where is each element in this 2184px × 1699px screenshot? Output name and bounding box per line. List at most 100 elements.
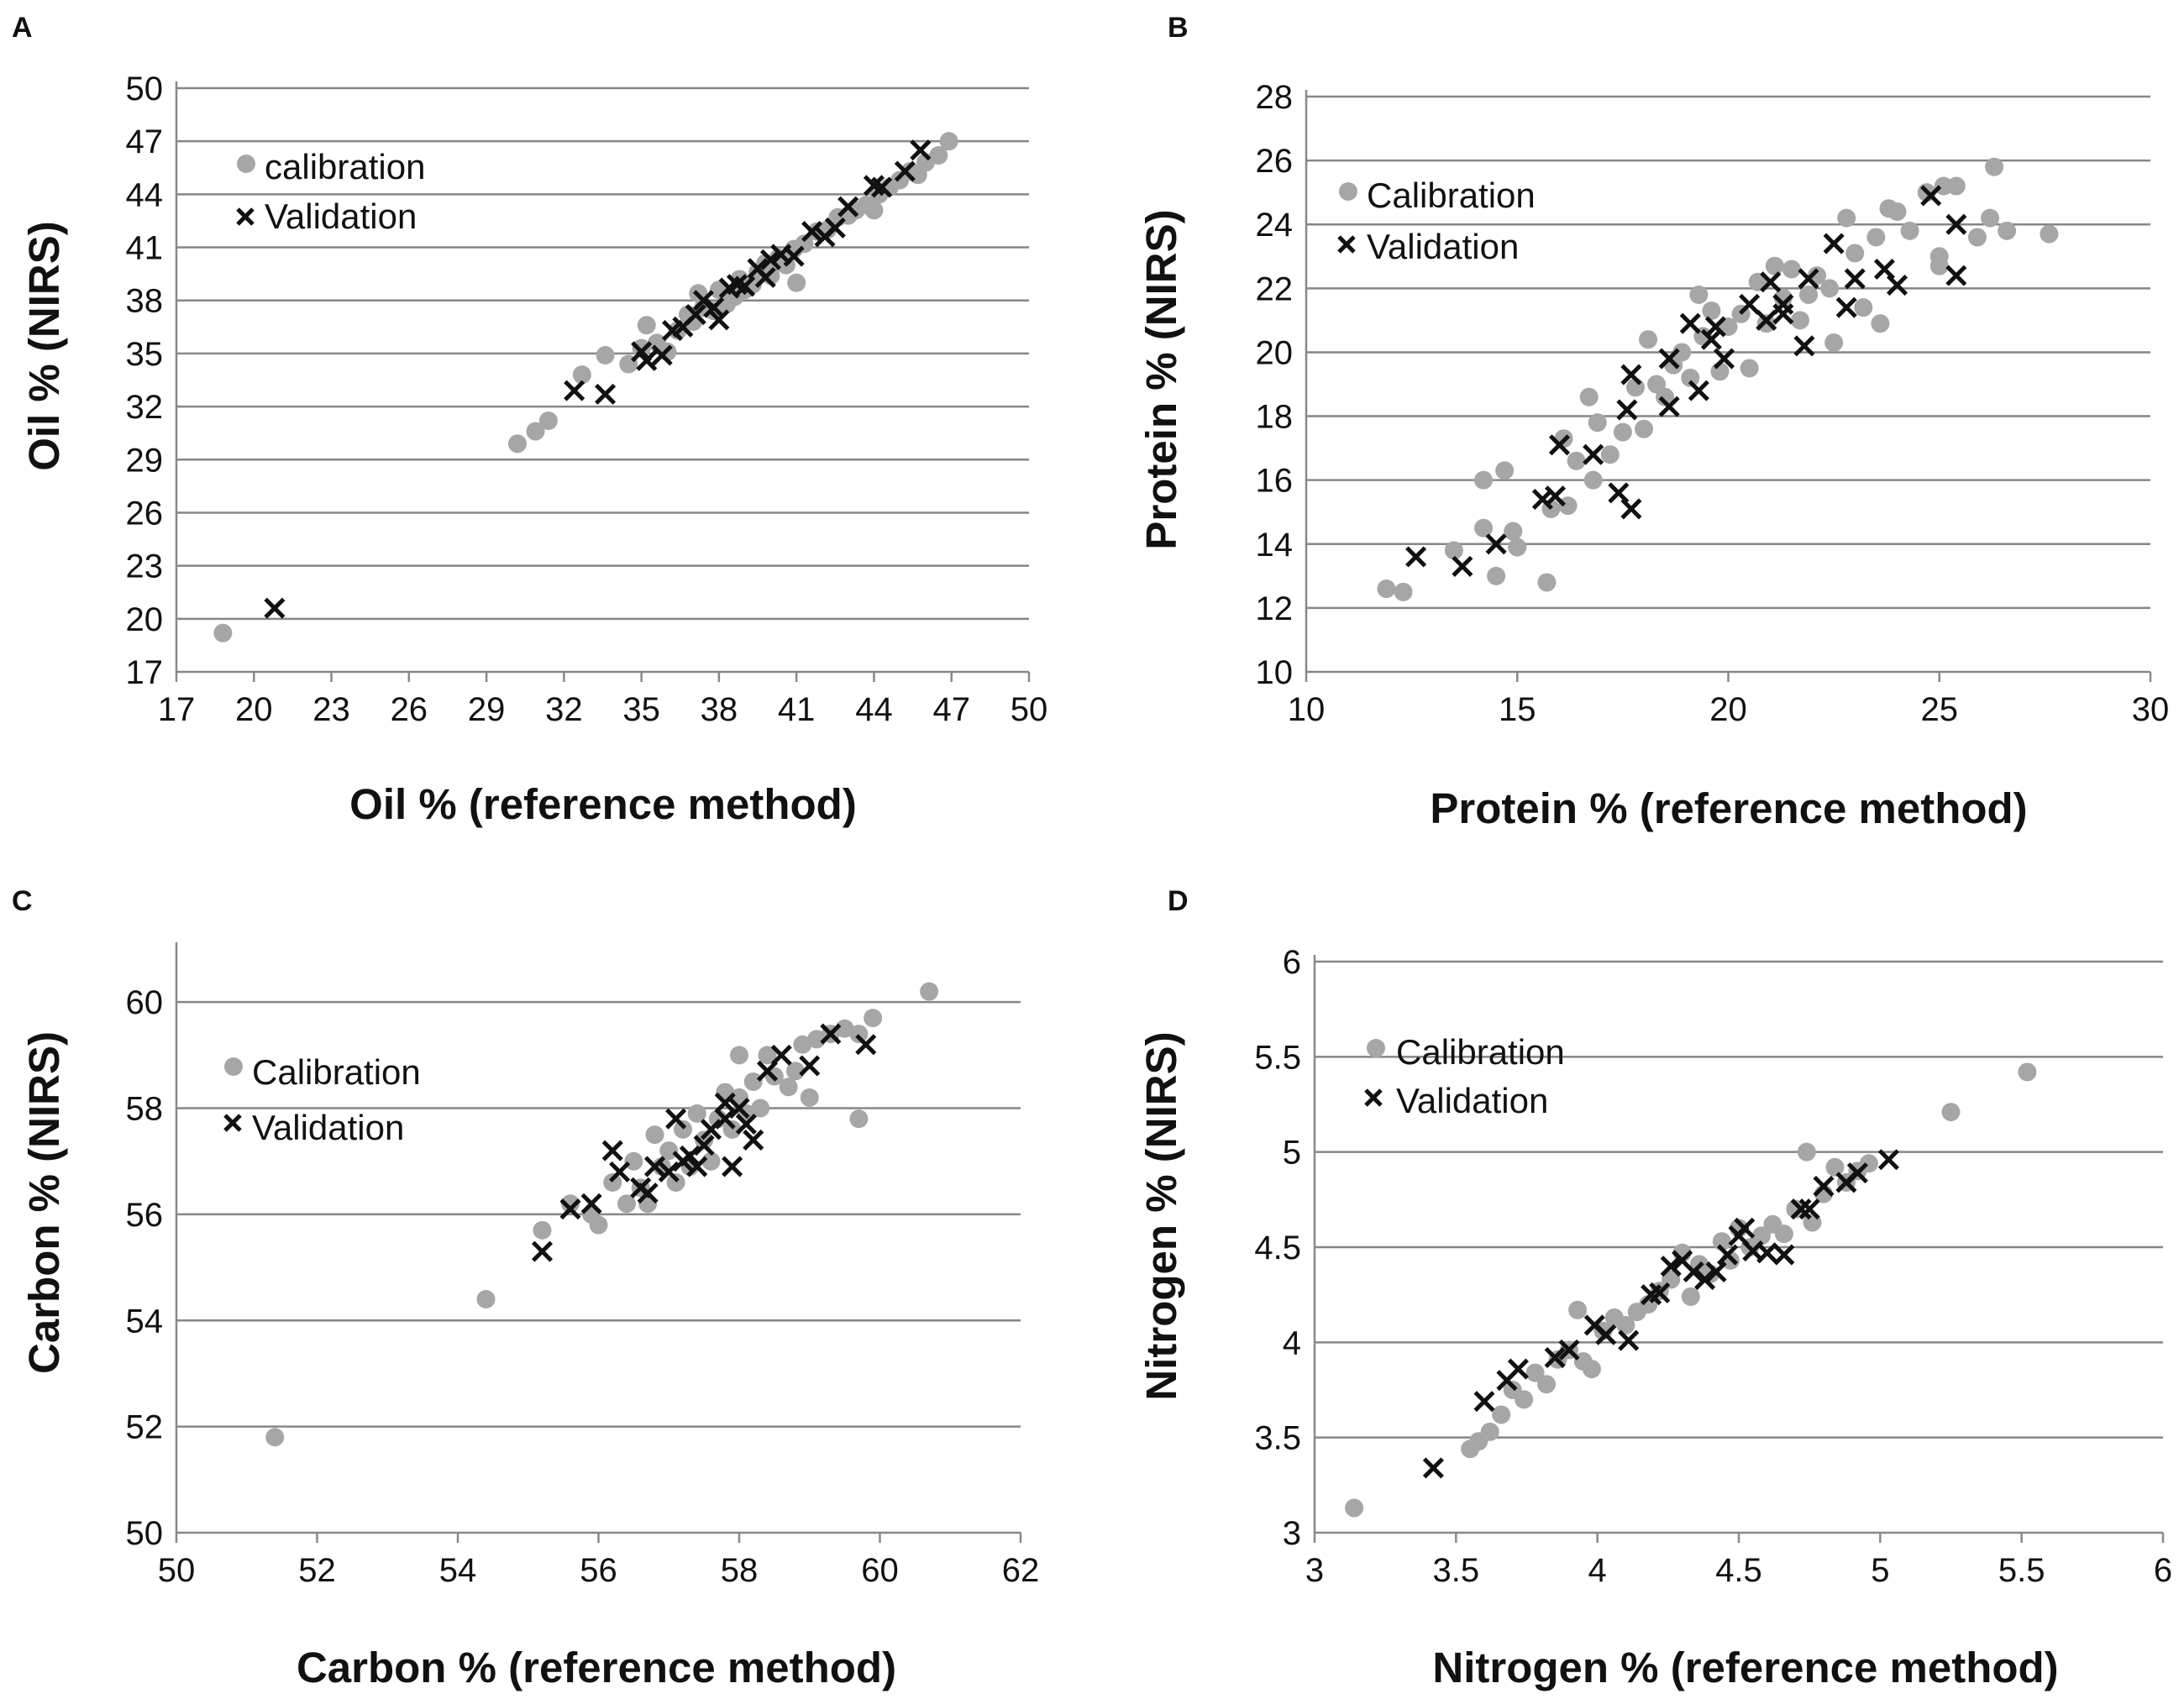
panel-a-calibration-point bbox=[508, 434, 527, 454]
panel-d-calibration-point bbox=[1537, 1375, 1557, 1394]
panel-b-calibration-point bbox=[1504, 522, 1523, 541]
panel-c-validation-point bbox=[601, 1140, 623, 1162]
panel-a-legend: calibration Validation bbox=[236, 147, 425, 236]
panel-b-validation-point bbox=[1583, 443, 1604, 465]
panel-b-calibration-point bbox=[1672, 343, 1692, 362]
panel-d-calibration-point bbox=[1616, 1315, 1635, 1335]
panel-c-x-tick-label: 50 bbox=[158, 1552, 196, 1589]
panel-a-x-tick-label: 41 bbox=[778, 691, 816, 728]
panel-b-calibration-point bbox=[1765, 256, 1784, 275]
panel-d-plot: 3 3.5 4 4.5 5 5.5 6 3 3.5 4 4.5 5 5.5 6 bbox=[1254, 944, 2172, 1589]
panel-d-calibration-point bbox=[1568, 1300, 1588, 1319]
panel-b-validation-point bbox=[1688, 380, 1709, 401]
panel-d-calibration-point bbox=[1774, 1224, 1793, 1244]
panel-a-calibration-point bbox=[637, 316, 656, 335]
panel-c-validation-point bbox=[855, 1034, 877, 1056]
panel-b-calibration-point bbox=[1854, 298, 1873, 317]
panel-b-calibration-point bbox=[1508, 537, 1527, 557]
panel-d-y-tick-label: 5 bbox=[1283, 1135, 1301, 1172]
panel-d-x-tick-label: 4 bbox=[1588, 1552, 1607, 1589]
panel-b-calibration-point bbox=[1495, 461, 1515, 480]
panel-b-legend-calibration-label: Calibration bbox=[1367, 176, 1536, 215]
panel-b-validation-point bbox=[1760, 271, 1782, 293]
panel-c-validation-point bbox=[643, 1156, 666, 1177]
panel-c-calibration-point bbox=[807, 1030, 827, 1049]
panel-a-validation-point bbox=[662, 319, 684, 342]
panel-c-validation-point bbox=[728, 1098, 750, 1120]
panel-d-calibration-point bbox=[1525, 1363, 1545, 1382]
panel-d-calibration-point bbox=[1751, 1226, 1771, 1245]
panel-b-calibration-point bbox=[1474, 518, 1494, 537]
panel-a-x-tick-label: 50 bbox=[1011, 691, 1048, 728]
panel-a-validation-point bbox=[894, 160, 916, 182]
panel-b-validation-point bbox=[1616, 399, 1638, 421]
panel-b-x-tick-label: 15 bbox=[1499, 691, 1536, 728]
panel-c-calibration-point bbox=[743, 1072, 763, 1091]
panel-c-calibration-point bbox=[659, 1141, 679, 1161]
panel-b-y-tick-label: 18 bbox=[1256, 399, 1294, 436]
panel-d-validation-point bbox=[1595, 1324, 1617, 1345]
panel-d-validation-point bbox=[1618, 1329, 1640, 1351]
panel-a-x-tick-label: 20 bbox=[235, 691, 273, 728]
panel-b-calibration-point bbox=[1567, 451, 1586, 470]
panel-a-y-tick-label: 32 bbox=[126, 389, 164, 426]
panel-a-calibration-point bbox=[864, 201, 884, 220]
panel-c-calibration-point bbox=[849, 1109, 869, 1129]
panel-d-calibration-point bbox=[1582, 1360, 1601, 1379]
panel-d-legend-calibration-label: Calibration bbox=[1396, 1032, 1565, 1072]
panel-d-y-tick-label: 5.5 bbox=[1254, 1039, 1301, 1076]
panel-d-calibration-point bbox=[1941, 1103, 1961, 1122]
panel-a-validation-point bbox=[837, 196, 859, 218]
panel-c-calibration-point bbox=[849, 1025, 869, 1044]
panel-a-y-tick-label: 50 bbox=[126, 71, 164, 107]
panel-b-calibration-point bbox=[1537, 573, 1557, 592]
panel-b-calibration-point bbox=[1934, 176, 1953, 196]
panel-c-legend: Calibration Validation bbox=[223, 1052, 421, 1147]
panel-c-validation-point bbox=[658, 1161, 680, 1182]
panel-d-validation-point bbox=[1798, 1198, 1820, 1220]
panel-b-calibration-point bbox=[1900, 221, 1919, 240]
panel-c-validation-point bbox=[559, 1198, 581, 1220]
panel-b-calibration-point bbox=[1558, 496, 1578, 516]
panel-b-validation-point bbox=[1873, 258, 1895, 281]
panel-d-legend: Calibration Validation bbox=[1364, 1032, 1565, 1120]
panel-d-y-tick-label: 4.5 bbox=[1254, 1230, 1301, 1266]
panel-c-legend-calibration-label: Calibration bbox=[252, 1052, 421, 1092]
panel-c-validation-point bbox=[686, 1156, 708, 1177]
panel-d-x-tick-label: 3.5 bbox=[1433, 1552, 1480, 1589]
panel-a-validation-point bbox=[631, 341, 653, 363]
panel-d-x-tick-label: 3 bbox=[1305, 1552, 1324, 1589]
panel-b-validation-point bbox=[1756, 309, 1777, 331]
panel-c-calibration-point bbox=[624, 1151, 643, 1171]
panel-a-validation-point bbox=[685, 304, 706, 326]
panel-d-letter: D bbox=[1168, 885, 1189, 917]
panel-b-calibration-point bbox=[1871, 314, 1890, 333]
panel-a-x-tick-label: 23 bbox=[312, 691, 350, 728]
panel-b-calibration-point bbox=[1845, 244, 1865, 263]
panel-b-validation-point bbox=[1844, 268, 1866, 290]
panel-b-calibration-point bbox=[1748, 272, 1767, 291]
panel-d-y-tick-label: 3 bbox=[1283, 1515, 1301, 1552]
panel-d-validation-point bbox=[1473, 1391, 1495, 1413]
panel-b-calibration-point bbox=[1985, 157, 2004, 176]
panel-b-calibration-point bbox=[1837, 208, 1856, 228]
panel-b-calibration-point bbox=[1377, 579, 1396, 599]
panel-b-validation-point bbox=[1548, 434, 1571, 456]
panel-d-validation-point bbox=[1846, 1162, 1868, 1184]
panel-c-x-tick-label: 60 bbox=[861, 1552, 899, 1589]
panel-b-calibration-point bbox=[1656, 387, 1675, 406]
panel-d-validation-point bbox=[1773, 1244, 1795, 1266]
panel-b-validation-point bbox=[1452, 555, 1473, 577]
panel-c-validation-point bbox=[665, 1108, 687, 1130]
panel-b-calibration-point bbox=[1790, 311, 1809, 330]
panel-b-calibration-point bbox=[1600, 445, 1620, 464]
panel-c-validation-point bbox=[735, 1113, 757, 1135]
panel-b-validation-point bbox=[1772, 293, 1794, 315]
panel-c-validation-point bbox=[580, 1193, 602, 1214]
panel-b-calibration-point bbox=[1998, 221, 2017, 240]
panel-c-calibration-point bbox=[666, 1173, 685, 1192]
panel-b-calibration-point bbox=[1579, 387, 1599, 406]
panel-a-x-tick-label: 29 bbox=[468, 691, 506, 728]
panel-d-x-axis-label: Nitrogen % (reference method) bbox=[1432, 1644, 2058, 1691]
panel-b-x-tick-label: 10 bbox=[1288, 691, 1326, 728]
